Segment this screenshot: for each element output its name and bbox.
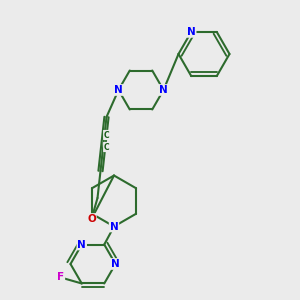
Text: N: N [114, 85, 123, 95]
Text: O: O [87, 214, 96, 224]
Text: N: N [77, 239, 86, 250]
Text: N: N [110, 221, 118, 232]
Text: C: C [104, 142, 109, 152]
Text: N: N [159, 85, 168, 95]
Text: C: C [104, 130, 109, 140]
Text: N: N [111, 259, 120, 269]
Text: F: F [57, 272, 64, 283]
Text: N: N [187, 27, 196, 37]
